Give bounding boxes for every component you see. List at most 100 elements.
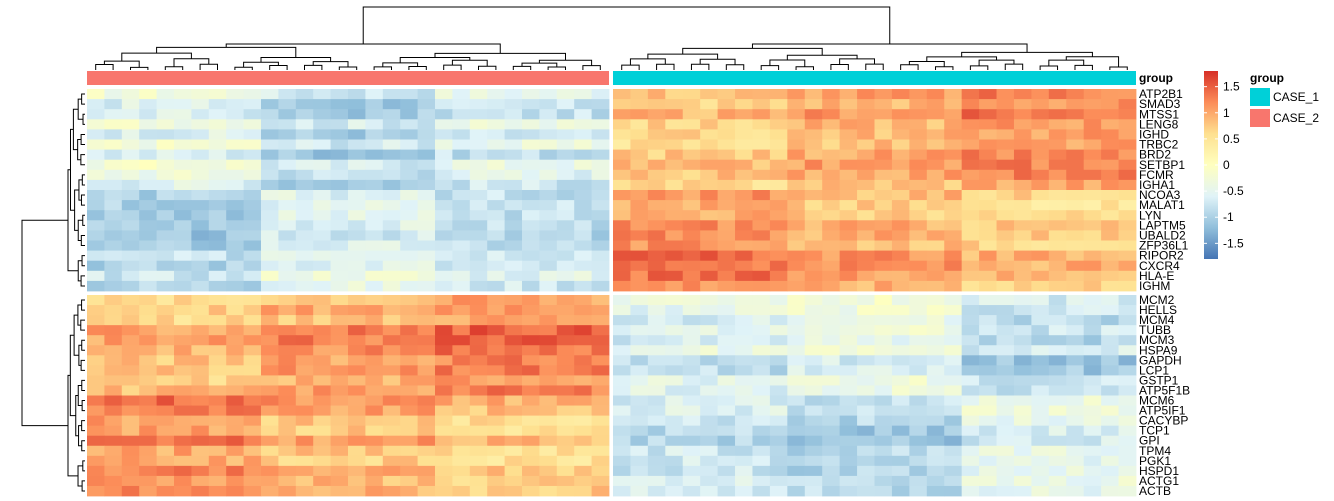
- heatmap-cell: [469, 395, 488, 406]
- heatmap-cell: [208, 220, 227, 231]
- heatmap-cell: [822, 455, 841, 467]
- gene-label: RIPOR2: [1139, 249, 1184, 263]
- heatmap-cell: [174, 109, 192, 120]
- heatmap-cell: [682, 240, 701, 251]
- heatmap-cell: [261, 425, 279, 437]
- heatmap-cell: [174, 375, 192, 386]
- heatmap-cell: [139, 280, 157, 292]
- heatmap-cell: [979, 375, 997, 386]
- heatmap-cell: [469, 295, 488, 306]
- heatmap-cell: [665, 230, 684, 241]
- heatmap-cell: [261, 200, 279, 211]
- heatmap-cell: [891, 119, 910, 130]
- heatmap-cell: [208, 475, 227, 487]
- heatmap-cell: [504, 220, 523, 231]
- heatmap-cell: [996, 109, 1015, 120]
- heatmap-cell: [700, 305, 718, 316]
- heatmap-cell: [382, 129, 401, 140]
- heatmap-cell: [348, 485, 366, 497]
- heatmap-cell: [452, 210, 471, 221]
- heatmap-cell: [787, 405, 806, 416]
- heatmap-cell: [717, 475, 736, 487]
- heatmap-cell: [556, 455, 575, 467]
- heatmap-cell: [613, 280, 631, 292]
- heatmap-cell: [1013, 435, 1032, 447]
- heatmap-cell: [574, 280, 592, 292]
- heatmap-cell: [665, 305, 684, 316]
- heatmap-cell: [839, 129, 858, 140]
- heatmap-cell: [330, 119, 349, 130]
- heatmap-cell: [996, 210, 1015, 221]
- heatmap-cell: [839, 159, 858, 171]
- heatmap-cell: [243, 485, 262, 497]
- heatmap-cell: [591, 230, 610, 241]
- heatmap-cell: [174, 305, 192, 316]
- heatmap-cell: [539, 485, 558, 497]
- dendrogram-branch: [80, 319, 85, 331]
- heatmap-cell: [1118, 230, 1137, 241]
- gene-label: LENG8: [1139, 117, 1179, 131]
- gene-label: NCOA3: [1139, 188, 1181, 202]
- heatmap-cell: [522, 335, 540, 346]
- heatmap-cell: [469, 385, 488, 396]
- heatmap-cell: [630, 210, 649, 221]
- heatmap-cell: [752, 169, 771, 181]
- heatmap-cell: [365, 455, 384, 467]
- heatmap-cell: [243, 435, 262, 447]
- heatmap-cell: [278, 260, 297, 272]
- heatmap-cell: [591, 445, 610, 457]
- heatmap-cell: [787, 250, 806, 262]
- heatmap-cell: [804, 119, 823, 130]
- heatmap-cell: [226, 109, 244, 120]
- heatmap-cell: [591, 210, 610, 221]
- heatmap-cell: [647, 395, 666, 406]
- heatmap-cell: [452, 260, 471, 272]
- heatmap-cell: [417, 129, 436, 140]
- dendrogram-branch: [81, 93, 85, 105]
- heatmap-cell: [944, 230, 963, 241]
- heatmap-cell: [452, 159, 471, 171]
- heatmap-cell: [1101, 270, 1119, 282]
- heatmap-cell: [295, 109, 314, 120]
- heatmap-cell: [435, 250, 453, 262]
- heatmap-cell: [630, 345, 649, 356]
- heatmap-cell: [591, 169, 610, 181]
- heatmap-cell: [574, 295, 592, 306]
- heatmap-cell: [226, 385, 244, 396]
- heatmap-cell: [435, 99, 453, 110]
- heatmap-cell: [700, 220, 718, 231]
- heatmap-cell: [313, 169, 331, 181]
- heatmap-cell: [682, 250, 701, 262]
- heatmap-cell: [417, 345, 436, 356]
- heatmap-cell: [665, 169, 684, 181]
- heatmap-cell: [1031, 200, 1050, 211]
- heatmap-cell: [700, 375, 718, 386]
- heatmap-cell: [261, 169, 279, 181]
- dendrogram-branch: [512, 65, 532, 70]
- heatmap-cell: [522, 455, 540, 467]
- heatmap-cell: [717, 220, 736, 231]
- heatmap-cell: [1066, 99, 1085, 110]
- heatmap-cell: [822, 325, 841, 336]
- dendrogram-branch: [451, 59, 488, 67]
- heatmap-cell: [700, 260, 718, 272]
- heatmap-cell: [313, 385, 331, 396]
- heatmap-cell: [926, 425, 945, 437]
- heatmap-cell: [226, 280, 244, 292]
- heatmap-cell: [944, 210, 963, 221]
- heatmap-cell: [261, 280, 279, 292]
- heatmap-cell: [365, 415, 384, 427]
- heatmap-cell: [1013, 270, 1032, 282]
- heatmap-cell: [104, 250, 123, 262]
- dendrogram-branch: [130, 66, 149, 70]
- heatmap-cell: [769, 139, 788, 150]
- heatmap-cell: [1048, 425, 1067, 437]
- heatmap-cell: [539, 280, 558, 292]
- heatmap-cell: [382, 260, 401, 272]
- heatmap-cell: [156, 119, 175, 130]
- heatmap-cell: [769, 465, 788, 477]
- heatmap-cell: [400, 305, 418, 316]
- heatmap-cell: [400, 455, 418, 467]
- heatmap-cell: [665, 435, 684, 447]
- dendrogram-branch: [82, 214, 85, 226]
